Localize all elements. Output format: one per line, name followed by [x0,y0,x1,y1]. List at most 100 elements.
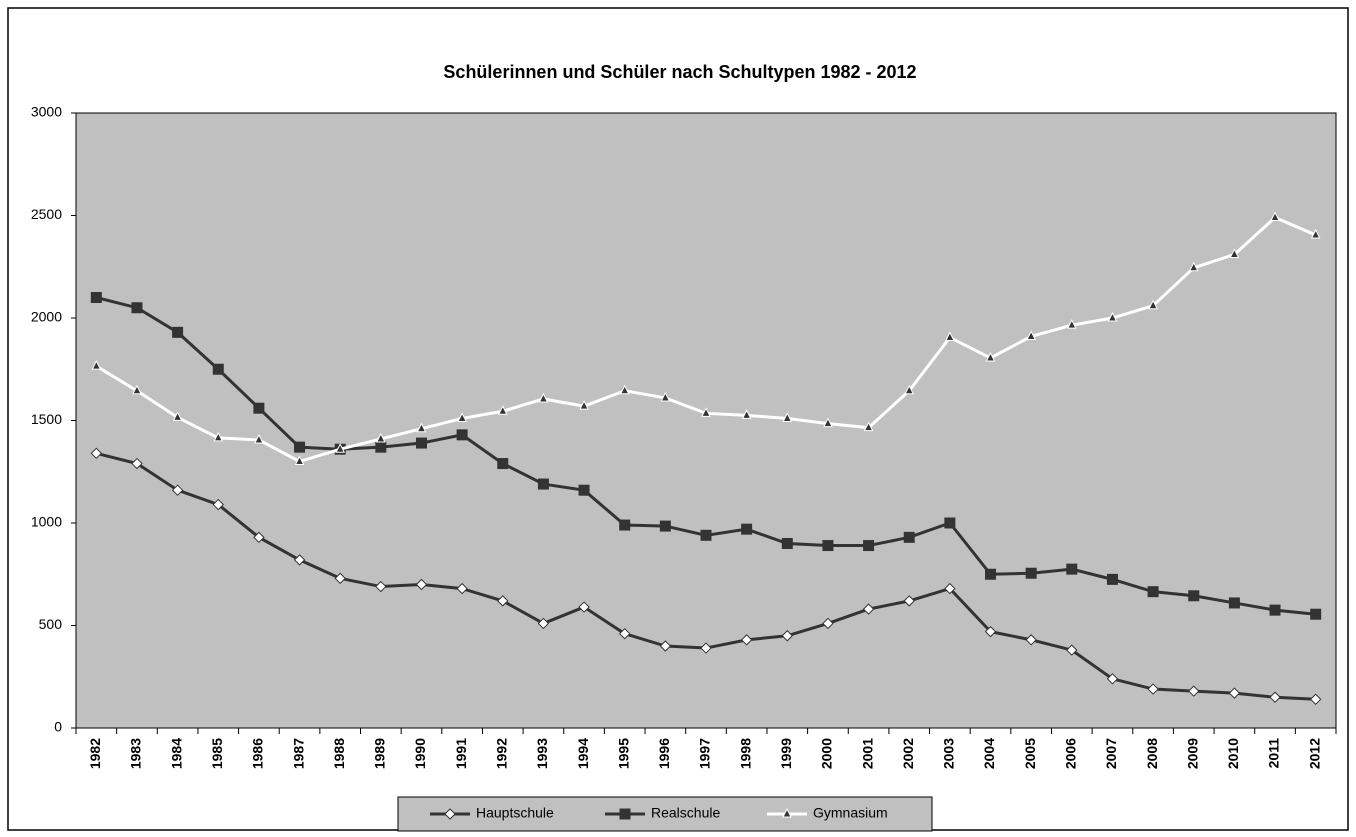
marker [985,351,996,362]
marker [456,429,468,441]
x-tick-label: 1997 [697,738,713,769]
y-tick-label: 3000 [31,104,62,120]
marker [253,531,265,544]
x-tick-label: 1991 [453,738,469,769]
marker [903,531,915,543]
marker [91,360,102,370]
x-tick-label: 1999 [778,738,794,769]
x-tick-label: 2009 [1184,738,1200,769]
marker [456,582,468,595]
marker [660,391,671,402]
marker [863,540,875,552]
marker [172,411,183,421]
marker [862,603,875,615]
x-tick-label: 1993 [534,738,550,769]
x-tick-label: 1983 [128,738,144,769]
marker [984,625,997,638]
marker [416,422,427,433]
x-tick-label: 2003 [941,738,957,769]
x-tick-label: 1984 [168,738,184,769]
marker [213,431,224,442]
marker [1066,644,1078,656]
marker [578,601,590,613]
marker [985,568,997,580]
marker [659,640,672,652]
marker [444,808,456,820]
marker [375,580,387,593]
x-tick-label: 2008 [1144,738,1160,769]
x-tick-label: 1994 [575,738,591,769]
marker [537,617,550,630]
marker [294,455,305,465]
marker [822,617,834,630]
marker [1269,604,1281,616]
x-tick-label: 1985 [209,738,225,769]
marker [619,627,631,640]
marker [537,478,549,490]
marker [212,498,224,511]
y-tick-label: 0 [54,719,62,735]
marker [1147,586,1159,598]
marker [1188,590,1200,602]
x-tick-label: 2002 [900,738,916,769]
marker [781,630,793,642]
marker [294,441,306,453]
marker [659,520,671,532]
marker [335,443,346,453]
legend: Hauptschule Realschule Gymnasium [397,796,933,832]
marker [1147,683,1159,695]
legend-label: Gymnasium [813,805,888,821]
marker [903,595,915,607]
x-tick-label: 1992 [493,738,509,769]
marker [740,634,753,646]
marker [1228,597,1240,609]
marker [376,432,386,443]
legend-box [397,796,933,832]
marker [254,433,264,444]
marker [1066,319,1077,329]
marker [1066,563,1078,575]
marker [1025,567,1037,579]
marker [945,331,955,341]
x-tick-label: 1986 [250,738,266,769]
marker [132,384,142,395]
marker [944,517,956,529]
x-tick-label: 2007 [1103,738,1119,769]
marker [701,407,711,417]
x-tick-label: 1982 [87,738,103,769]
marker [253,402,265,414]
marker [1106,573,1118,585]
x-tick-label: 1990 [412,738,428,769]
marker [619,384,630,395]
marker [578,484,590,496]
x-tick-label: 1998 [737,738,753,769]
marker [415,437,427,449]
x-tick-label: 2001 [859,738,875,769]
marker [1148,299,1158,310]
marker [1026,330,1036,340]
chart-title: Schülerinnen und Schüler nach Schultypen… [443,62,916,82]
plot-area [75,112,1337,729]
marker [171,484,184,496]
marker [90,447,103,460]
marker [334,572,346,585]
legend-label: Hauptschule [476,805,554,821]
marker [619,808,631,820]
marker [823,417,833,428]
x-tick-label: 2012 [1306,738,1322,769]
marker [497,458,509,470]
x-tick-label: 1989 [372,738,388,769]
marker [131,457,143,470]
marker [1229,248,1240,258]
marker [700,529,712,541]
marker [1310,608,1322,620]
marker [172,326,184,338]
marker [1228,687,1241,699]
x-tick-label: 1987 [290,738,306,769]
marker [1188,261,1199,272]
marker [1269,691,1281,703]
marker [1309,693,1322,706]
marker [619,519,631,531]
y-tick-label: 1000 [31,514,62,530]
marker [415,578,428,591]
